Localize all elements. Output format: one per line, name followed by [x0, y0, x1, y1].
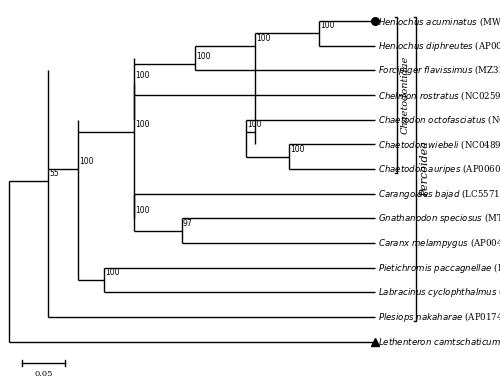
Text: $\it{Chaetodon~wiebeli}$ (NC048979): $\it{Chaetodon~wiebeli}$ (NC048979)	[378, 138, 500, 151]
Text: 100: 100	[106, 268, 120, 277]
Text: $\it{Plesiops~nakaharae}$ (AP017447): $\it{Plesiops~nakaharae}$ (AP017447)	[378, 310, 500, 324]
Text: $\it{Pietichromis~paccagnellae}$ (KT826540): $\it{Pietichromis~paccagnellae}$ (KT8265…	[378, 261, 500, 275]
Text: $\it{Lethenteron~camtschaticum}$ (KC353468): $\it{Lethenteron~camtschaticum}$ (KC3534…	[378, 335, 500, 348]
Text: 100: 100	[136, 207, 150, 215]
Text: 100: 100	[136, 71, 150, 80]
Text: 0.05: 0.05	[34, 370, 53, 378]
Text: $\it{Chaetodon~auripes}$ (AP006004): $\it{Chaetodon~auripes}$ (AP006004)	[378, 162, 500, 176]
Text: $\it{Forcipiger~flavissimus}$ (MZ329988): $\it{Forcipiger~flavissimus}$ (MZ329988)	[378, 63, 500, 78]
Text: $\it{Carangoides~bajad}$ (LC557137): $\it{Carangoides~bajad}$ (LC557137)	[378, 187, 500, 201]
Text: 55: 55	[50, 169, 59, 179]
Text: 100: 100	[320, 22, 335, 30]
Text: $\it{Heniochus~acuminatus}$ (MW039154): $\it{Heniochus~acuminatus}$ (MW039154)	[378, 15, 500, 28]
Text: 100: 100	[136, 120, 150, 129]
Text: $\it{Labracinus~cyclophthalmus}$ (AP009125): $\it{Labracinus~cyclophthalmus}$ (AP0091…	[378, 285, 500, 300]
Text: 97: 97	[183, 219, 192, 228]
Text: $\it{Gnathanodon~speciosus}$ (MT922005): $\it{Gnathanodon~speciosus}$ (MT922005)	[378, 212, 500, 225]
Text: $\it{Heniochus~diphreutes}$ (AP006005): $\it{Heniochus~diphreutes}$ (AP006005)	[378, 39, 500, 53]
Text: 100: 100	[196, 52, 210, 61]
Text: 100: 100	[290, 145, 305, 154]
Text: Chaetodontidae: Chaetodontidae	[400, 56, 409, 134]
Text: $\it{Caranx~melampygus}$ (AP004445): $\it{Caranx~melampygus}$ (AP004445)	[378, 236, 500, 250]
Text: Percoidea: Percoidea	[420, 141, 430, 197]
Text: $\it{Chaetodon~octofasciatus}$ (NC040865): $\it{Chaetodon~octofasciatus}$ (NC040865…	[378, 113, 500, 126]
Text: $\it{Chelmon~rostratus}$ (NC025953): $\it{Chelmon~rostratus}$ (NC025953)	[378, 89, 500, 102]
Text: 100: 100	[256, 34, 270, 43]
Text: 100: 100	[248, 120, 262, 129]
Text: 100: 100	[80, 157, 94, 166]
